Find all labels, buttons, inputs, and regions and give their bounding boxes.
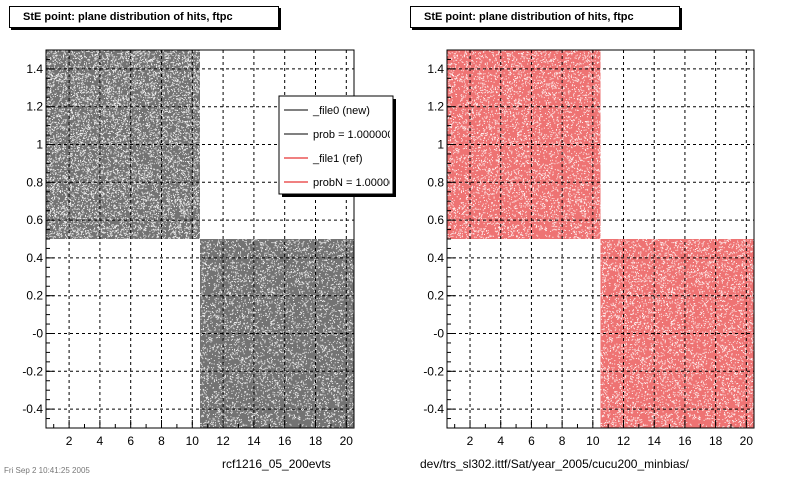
x-tick-label: 2 (467, 434, 474, 448)
legend-entry-label: prob = 1.000000 (313, 129, 393, 141)
right-plot-footer: dev/trs_sl302.ittf/Sat/year_2005/cucu200… (420, 457, 689, 471)
x-tick-label: 20 (740, 434, 754, 448)
y-tick-label: 0.4 (427, 251, 444, 265)
left-plot-footer: rcf1216_05_200evts (222, 457, 331, 471)
hit-points-0 (447, 50, 602, 240)
left-plot-title: StE point: plane distribution of hits, f… (9, 6, 279, 28)
y-tick-label: 1 (437, 138, 444, 152)
x-tick-label: 12 (216, 434, 230, 448)
y-tick-label: 1.2 (427, 100, 444, 114)
legend: _file0 (new) prob = 1.000000 _file1 (ref) p… (278, 95, 401, 197)
x-tick-label: 16 (678, 434, 692, 448)
y-tick-label: -0.4 (22, 402, 43, 416)
x-tick-label: 14 (648, 434, 662, 448)
axes-1: 2 4 6 8 10 12 14 16 18 20 -0.4 -0.2 -0 0.2 0.4 0.6 0.8 1 1… (423, 58, 754, 448)
axes-0: 2 4 6 8 10 12 14 16 18 20 -0.4 -0.2 -0 0.2 0.4 0.6 0.8 1 1… (22, 58, 354, 448)
y-tick-label: 0.2 (427, 289, 444, 303)
x-tick-label: 10 (186, 434, 200, 448)
right-plot-title: StE point: plane distribution of hits, f… (410, 6, 680, 28)
x-tick-label: 8 (559, 434, 566, 448)
legend-box (278, 95, 394, 195)
y-tick-label: 1.4 (26, 62, 43, 76)
hit-points-1 (600, 239, 754, 428)
x-tick-label: 12 (617, 434, 631, 448)
y-tick-label: 0.8 (26, 175, 43, 189)
x-tick-label: 4 (497, 434, 504, 448)
grid-1 (447, 50, 754, 428)
y-tick-label: 0.8 (427, 175, 444, 189)
y-tick-label: 0.4 (26, 251, 43, 265)
x-tick-label: 20 (340, 434, 354, 448)
x-tick-label: 8 (158, 434, 165, 448)
x-tick-label: 6 (127, 434, 134, 448)
y-tick-label: -0.2 (423, 364, 444, 378)
y-tick-label: -0.2 (22, 364, 43, 378)
x-tick-label: 14 (247, 434, 261, 448)
x-tick-label: 16 (278, 434, 292, 448)
y-tick-label: -0 (433, 327, 444, 341)
plot-0: 2 4 6 8 10 12 14 16 18 20 -0.4 -0.2 -0 0.2 0.4 0.6 0.8 1 1… (22, 49, 355, 448)
y-tick-label: 0.6 (427, 213, 444, 227)
y-tick-label: -0.4 (423, 402, 444, 416)
y-tick-label: -0 (32, 327, 43, 341)
x-tick-label: 4 (97, 434, 104, 448)
plot-1: 2 4 6 8 10 12 14 16 18 20 -0.4 -0.2 -0 0.2 0.4 0.6 0.8 1 1… (423, 49, 755, 448)
x-tick-label: 18 (709, 434, 723, 448)
y-tick-label: 1.4 (427, 62, 444, 76)
x-tick-label: 10 (586, 434, 600, 448)
x-tick-label: 18 (309, 434, 323, 448)
y-tick-label: 1 (36, 138, 43, 152)
hit-points-0 (46, 50, 201, 240)
legend-entry-label: probN = 1.000000 (313, 177, 401, 189)
legend-entry-label: _file1 (ref) (312, 153, 363, 165)
y-tick-label: 0.6 (26, 213, 43, 227)
y-tick-label: 1.2 (26, 100, 43, 114)
timestamp-text: Fri Sep 2 10:41:25 2005 (4, 466, 90, 475)
legend-entry-label: _file0 (new) (312, 105, 370, 117)
x-tick-label: 6 (528, 434, 535, 448)
x-tick-label: 2 (66, 434, 73, 448)
hit-points-1 (200, 239, 354, 428)
y-tick-label: 0.2 (26, 289, 43, 303)
